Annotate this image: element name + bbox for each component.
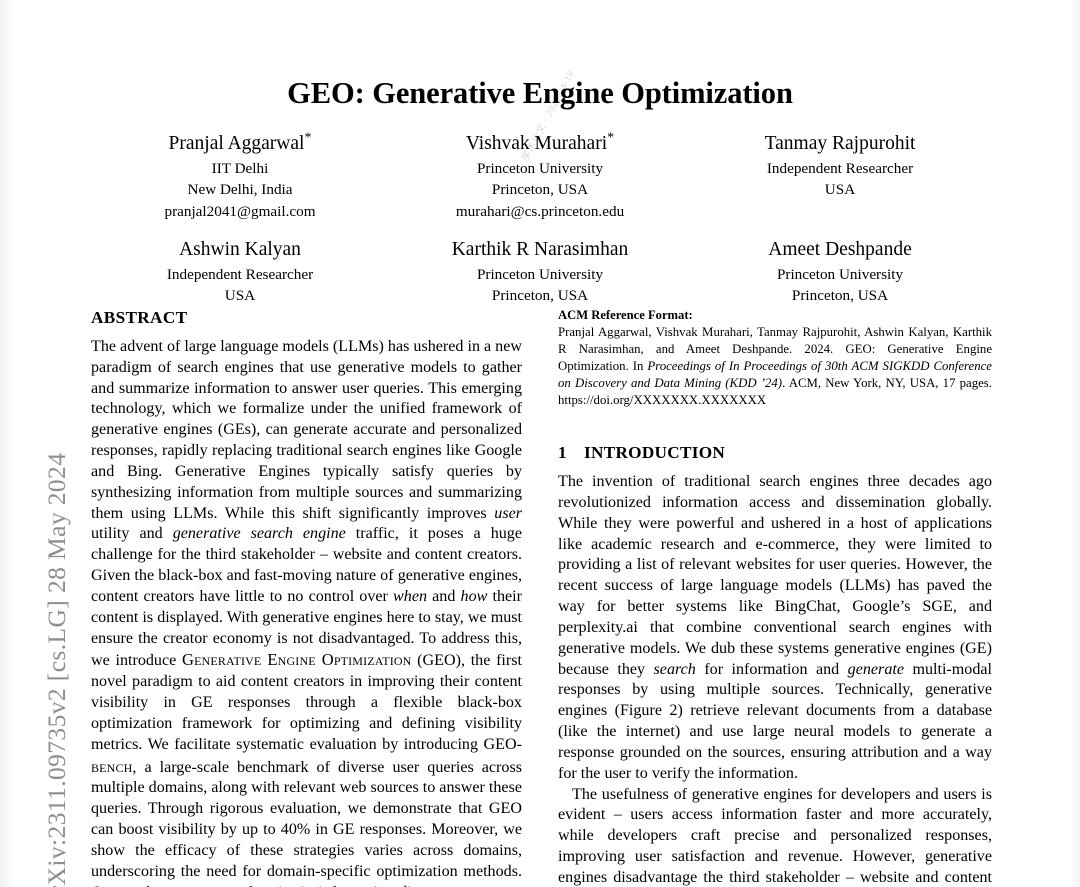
abstract-emphasis: generative search engine — [172, 525, 346, 543]
author-location: Princeton, USA — [491, 181, 589, 199]
left-column: ABSTRACT The advent of large language mo… — [91, 308, 522, 887]
author-row-second: Ashwin Kalyan Independent Researcher USA… — [90, 236, 990, 307]
author-location: USA — [224, 287, 256, 305]
author-affiliation: Princeton University — [476, 265, 604, 283]
page-title: GEO: Generative Engine Optimization — [287, 76, 793, 110]
author-block: Karthik R Narasimhan Princeton Universit… — [390, 236, 690, 307]
author-block: Ameet Deshpande Princeton University Pri… — [690, 236, 990, 307]
abstract-heading: ABSTRACT — [91, 308, 188, 327]
acm-reference-label: ACM Reference Format: — [558, 308, 693, 322]
author-block: Tanmay Rajpurohit Independent Researcher… — [690, 130, 990, 222]
author-affiliation: Independent Researcher — [766, 159, 914, 177]
introduction-heading: 1 INTRODUCTION — [558, 443, 992, 463]
section-title: INTRODUCTION — [584, 443, 726, 463]
author-location: Princeton, USA — [491, 287, 589, 305]
abstract-smallcaps-geo: Generative Engine Optimization — [181, 650, 412, 670]
page-right-edge-shading — [1070, 0, 1080, 887]
author-block: Pranjal Aggarwal* IIT Delhi New Delhi, I… — [90, 130, 390, 222]
acm-reference-venue: Proceedings of In Proceedings of 30th AC… — [558, 359, 992, 391]
author-affiliation: IIT Delhi — [211, 159, 269, 177]
author-location: USA — [824, 181, 856, 199]
author-row-first: Pranjal Aggarwal* IIT Delhi New Delhi, I… — [90, 130, 990, 222]
author-location: New Delhi, India — [187, 181, 293, 199]
abstract-body: The advent of large language models (LLM… — [91, 338, 522, 887]
intro-emphasis: search — [653, 660, 696, 678]
author-affiliation: Princeton University — [776, 265, 904, 283]
section-number: 1 — [558, 443, 567, 463]
abstract-emphasis: when — [393, 587, 428, 605]
abstract-smallcaps-bench: bench — [91, 756, 133, 776]
abstract-emphasis: how — [460, 587, 488, 605]
page-left-edge-shading — [0, 0, 16, 887]
author-location: Princeton, USA — [791, 287, 889, 305]
right-column: ACM Reference Format: Pranjal Aggarwal, … — [558, 308, 992, 887]
author-name: Karthik R Narasimhan — [451, 239, 629, 260]
arxiv-stamp: arXiv:2311.09735v2 [cs.LG] 28 May 2024 — [42, 452, 71, 887]
abstract-emphasis: user — [494, 504, 522, 522]
intro-emphasis: generate — [847, 660, 904, 678]
author-email: murahari@cs.princeton.edu — [455, 202, 625, 220]
author-name: Tanmay Rajpurohit — [764, 133, 916, 154]
author-block: Vishvak Murahari* Princeton University P… — [390, 130, 690, 222]
introduction-paragraph-2: The usefulness of generative engines for… — [558, 785, 992, 886]
author-name: Pranjal Aggarwal* — [168, 130, 312, 154]
introduction-paragraph-1: The invention of traditional search engi… — [558, 473, 992, 782]
acm-reference-body: Pranjal Aggarwal, Vishvak Murahari, Tanm… — [558, 325, 992, 408]
author-email: pranjal2041@gmail.com — [164, 202, 316, 220]
author-affiliation: Independent Researcher — [166, 265, 314, 283]
author-affiliation: Princeton University — [476, 159, 604, 177]
author-name: Ashwin Kalyan — [179, 239, 301, 260]
author-name: Vishvak Murahari* — [465, 130, 615, 154]
equal-contribution-marker: * — [304, 130, 312, 146]
author-name: Ameet Deshpande — [768, 239, 912, 260]
equal-contribution-marker: * — [607, 130, 615, 146]
author-block: Ashwin Kalyan Independent Researcher USA — [90, 236, 390, 307]
